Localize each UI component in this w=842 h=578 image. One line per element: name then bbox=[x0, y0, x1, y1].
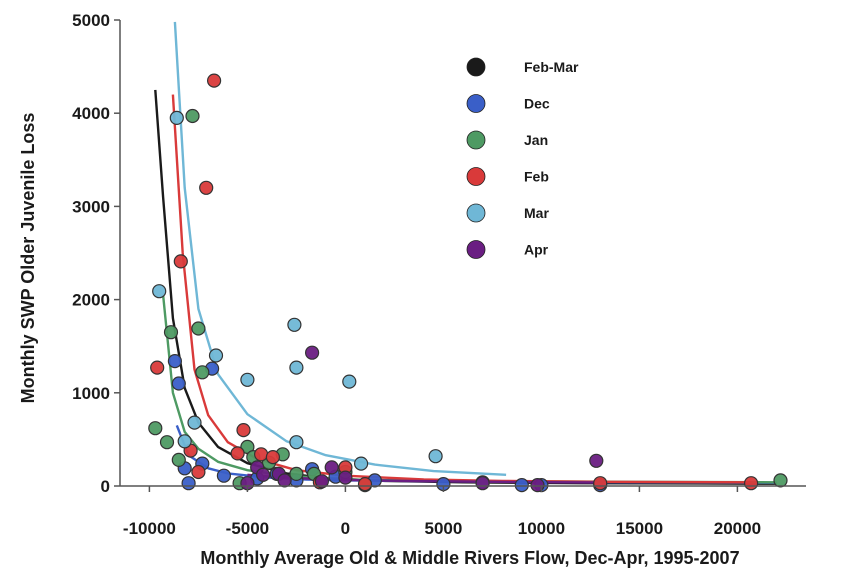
data-point-3 bbox=[265, 450, 280, 465]
data-point-2 bbox=[148, 421, 163, 436]
legend-marker bbox=[466, 57, 486, 77]
y-axis-label: Monthly SWP Older Juvenile Loss bbox=[18, 113, 38, 404]
data-point-4 bbox=[342, 374, 357, 389]
data-point-4 bbox=[289, 360, 304, 375]
x-tick-label: 5000 bbox=[424, 519, 462, 538]
data-point-4 bbox=[169, 110, 184, 126]
data-point-1 bbox=[171, 376, 186, 391]
x-tick-label: 15000 bbox=[616, 519, 663, 538]
x-tick-label: 0 bbox=[341, 519, 350, 538]
data-point-4 bbox=[287, 317, 302, 332]
legend-label: Dec bbox=[524, 96, 550, 112]
legend-label: Mar bbox=[524, 205, 549, 221]
legend-item: Feb-Mar bbox=[466, 57, 579, 77]
data-point-3 bbox=[254, 447, 269, 462]
data-point-5 bbox=[314, 474, 329, 489]
data-point-3 bbox=[230, 446, 245, 461]
y-tick-label: 0 bbox=[101, 477, 110, 496]
data-point-3 bbox=[743, 476, 759, 491]
data-point-2 bbox=[163, 325, 179, 340]
x-tick-label: -10000 bbox=[123, 519, 176, 538]
data-point-5 bbox=[256, 467, 271, 482]
legend-marker bbox=[466, 167, 486, 186]
data-point-3 bbox=[593, 476, 608, 491]
data-point-4 bbox=[208, 348, 224, 363]
data-point-5 bbox=[589, 453, 604, 468]
data-point-4 bbox=[428, 449, 443, 464]
legend-marker bbox=[466, 130, 486, 150]
data-point-5 bbox=[277, 473, 292, 488]
legend-marker bbox=[466, 94, 486, 113]
data-point-4 bbox=[289, 435, 304, 450]
data-point-5 bbox=[338, 470, 353, 485]
x-tick-label: 20000 bbox=[714, 519, 761, 538]
data-point-2 bbox=[159, 435, 175, 450]
data-point-2 bbox=[185, 108, 200, 124]
legend-item: Apr bbox=[466, 240, 549, 259]
data-point-4 bbox=[152, 284, 167, 299]
data-point-2 bbox=[171, 452, 186, 467]
data-point-2 bbox=[289, 466, 304, 481]
data-point-5 bbox=[324, 460, 339, 475]
x-axis-label: Monthly Average Old & Middle Rivers Flow… bbox=[200, 548, 739, 568]
trend-curve-0 bbox=[154, 89, 777, 485]
y-tick-label: 3000 bbox=[72, 197, 110, 216]
data-point-3 bbox=[173, 254, 188, 269]
data-point-2 bbox=[191, 321, 206, 336]
data-point-5 bbox=[305, 345, 320, 360]
x-tick-label: 10000 bbox=[518, 519, 565, 538]
tick-labels: -10000 -5000 0 5000 10000 15000 20000 0 1000 2000… bbox=[72, 11, 761, 538]
trend-curves bbox=[154, 21, 777, 485]
legend-label: Jan bbox=[524, 132, 548, 148]
legend-marker bbox=[466, 240, 486, 259]
y-tick-label: 2000 bbox=[72, 291, 110, 310]
data-point-4 bbox=[187, 415, 202, 430]
legend-item: Dec bbox=[466, 94, 550, 113]
legend-marker bbox=[466, 203, 486, 223]
axes bbox=[119, 20, 806, 487]
data-point-3 bbox=[207, 73, 222, 88]
legend-label: Feb bbox=[524, 169, 549, 185]
data-point-5 bbox=[475, 476, 490, 491]
legend-label: Feb-Mar bbox=[524, 59, 579, 75]
x-tick-label: -5000 bbox=[226, 519, 269, 538]
y-tick-label: 5000 bbox=[72, 11, 110, 30]
legend-item: Mar bbox=[466, 203, 549, 223]
data-point-1 bbox=[514, 478, 529, 493]
trend-curve-3 bbox=[171, 94, 752, 484]
data-point-3 bbox=[191, 464, 206, 480]
y-tick-label: 4000 bbox=[72, 104, 110, 123]
data-point-2 bbox=[773, 473, 788, 488]
data-point-1 bbox=[216, 468, 231, 483]
data-point-1 bbox=[181, 476, 196, 491]
data-point-1 bbox=[167, 354, 182, 369]
data-point-2 bbox=[195, 365, 210, 380]
data-point-4 bbox=[354, 456, 369, 471]
data-point-4 bbox=[240, 372, 255, 387]
data-point-3 bbox=[150, 360, 165, 375]
legend-item: Jan bbox=[466, 130, 548, 150]
trend-curve-4 bbox=[173, 21, 507, 476]
data-point-4 bbox=[177, 434, 192, 449]
data-point-3 bbox=[357, 477, 373, 492]
legend-label: Apr bbox=[524, 242, 549, 258]
y-tick-label: 1000 bbox=[72, 384, 110, 403]
data-point-3 bbox=[199, 180, 214, 195]
legend: Feb-Mar Dec Jan Feb Mar Apr bbox=[466, 57, 579, 259]
data-point-3 bbox=[236, 423, 251, 438]
legend-item: Feb bbox=[466, 167, 549, 186]
